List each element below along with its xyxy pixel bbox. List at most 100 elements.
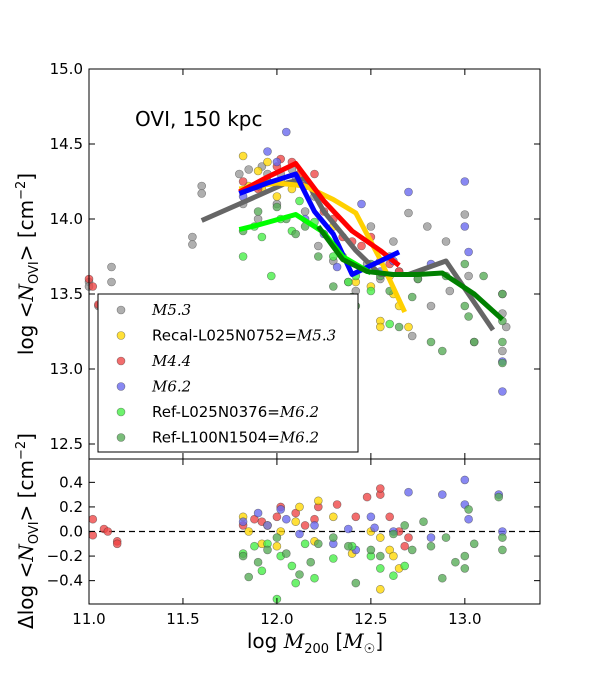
residual-point-ref376 <box>375 564 385 573</box>
residual-point-m44 <box>362 492 372 502</box>
data-point-ref1504 <box>328 282 338 291</box>
residual-point-ref376 <box>400 561 410 571</box>
residual-point-m62 <box>343 524 353 534</box>
data-point-m53 <box>426 301 436 311</box>
residual-point-ref376 <box>287 561 297 571</box>
legend-entry-ref376: Ref-L025N0376=M6.2 <box>116 403 319 421</box>
data-point-m44 <box>357 241 366 251</box>
data-point-ref1504 <box>407 292 417 302</box>
residual-point-recal <box>385 545 395 555</box>
residual-point-m62 <box>310 521 319 530</box>
residual-point-ref376 <box>328 554 338 563</box>
legend-marker-m44 <box>116 356 126 366</box>
data-point-ref376 <box>238 252 248 261</box>
median-line-m62 <box>238 171 401 277</box>
residual-points-m62 <box>238 475 507 555</box>
residual-point-ref376 <box>389 571 398 581</box>
data-point-ref376 <box>385 319 395 329</box>
legend-label-math: M4.4 <box>151 352 191 370</box>
residual-point-ref1504 <box>469 539 479 549</box>
legend-marker-recal <box>116 331 126 340</box>
data-point-ref376 <box>328 252 338 261</box>
data-point-m53 <box>422 222 432 231</box>
bottom-panel: −0.4 −0.2 0.0 0.2 0.4 11.0 11.5 12.0 12.5 13.0 Δl… <box>14 433 541 657</box>
legend-entry-ref1504: Ref-L100N1504=M6.2 <box>116 429 319 447</box>
data-point-ref1504 <box>394 322 404 332</box>
residual-point-ref1504 <box>238 551 248 561</box>
median-line-m44 <box>238 161 401 268</box>
y-tick-label: 12.5 <box>50 435 83 453</box>
data-point-ref1504 <box>464 312 473 321</box>
data-point-ref1504 <box>498 289 507 299</box>
residual-point-m44 <box>272 512 282 522</box>
legend-entry-m53: M5.3 <box>116 301 191 319</box>
residual-points-ref1504 <box>238 492 507 588</box>
residual-point-m62 <box>426 533 436 542</box>
legend-label-math: M6.2 <box>279 429 319 447</box>
residual-point-ref1504 <box>389 529 398 539</box>
legend-entry-m62: M6.2 <box>116 378 191 396</box>
legend-label-m62: M6.2 <box>151 378 191 396</box>
residual-point-m62 <box>404 487 413 497</box>
data-point-m62 <box>498 387 507 396</box>
bottom-ylabel: Δlog <NOVI> [cm−2] <box>14 433 42 629</box>
data-point-ref1504 <box>498 358 507 368</box>
data-point-ref1504 <box>291 229 301 239</box>
data-point-m53 <box>300 207 310 216</box>
legend-box <box>97 293 359 453</box>
y-tick-label: 15.0 <box>50 60 83 78</box>
y-tick-label: 14.0 <box>50 210 83 228</box>
data-point-ref1504 <box>460 301 470 311</box>
data-point-m44 <box>238 177 248 186</box>
panel-annotation: OVI, 150 kpc <box>135 107 263 131</box>
legend-marker-m53 <box>116 305 126 315</box>
x-tick-label: 12.0 <box>260 610 293 628</box>
data-point-recal <box>253 166 263 176</box>
data-point-recal <box>404 322 413 332</box>
legend-label-math: M6.2 <box>151 378 191 396</box>
data-point-m53 <box>441 237 451 246</box>
data-point-recal <box>263 157 272 167</box>
data-point-m53 <box>188 232 197 242</box>
legend-label-text: Ref-L100N1504= <box>152 429 280 447</box>
legend-label-math: M5.3 <box>296 327 336 345</box>
data-point-recal <box>272 192 282 201</box>
data-point-ref1504 <box>479 271 488 281</box>
residual-point-m44 <box>112 539 122 549</box>
data-point-ref1504 <box>437 346 447 356</box>
residual-point-ref376 <box>257 566 267 576</box>
residual-point-ref1504 <box>244 572 253 582</box>
residual-point-ref376 <box>300 539 310 549</box>
data-point-m53 <box>407 331 417 341</box>
data-point-m53 <box>404 208 413 218</box>
data-point-m53 <box>107 262 116 272</box>
legend-label-text: Ref-L025N0376= <box>152 403 280 421</box>
data-point-m62 <box>460 177 470 186</box>
legend-label-ref1504: Ref-L100N1504=M6.2 <box>152 429 319 447</box>
residual-point-ref1504 <box>400 521 410 530</box>
legend-label-m53: M5.3 <box>151 301 191 319</box>
legend-label-recal: Recal-L025N0752=M5.3 <box>152 327 336 345</box>
residual-point-recal <box>375 533 385 542</box>
legend-entry-m44: M4.4 <box>116 352 191 370</box>
y-tick-label: −0.2 <box>47 547 83 565</box>
data-point-ref1504 <box>272 202 282 212</box>
residual-point-ref1504 <box>498 533 507 542</box>
residual-point-m62 <box>366 512 376 522</box>
median-line-ref1504 <box>316 225 505 322</box>
median-line-m53 <box>200 176 496 332</box>
x-tick-label: 13.0 <box>448 610 481 628</box>
residual-point-ref1504 <box>419 517 428 527</box>
data-point-m53 <box>107 277 116 287</box>
residual-point-m44 <box>88 514 98 524</box>
y-tick-label: 13.5 <box>50 285 83 303</box>
legend-marker-m62 <box>116 382 126 391</box>
y-tick-label: −0.4 <box>47 572 83 590</box>
data-point-m53 <box>197 181 206 191</box>
top-ylabel: log <NOVI> [cm−2] <box>14 173 42 355</box>
residual-point-recal <box>272 541 282 551</box>
residual-point-ref1504 <box>351 578 361 588</box>
residual-point-recal <box>375 584 385 594</box>
data-point-m53 <box>389 237 398 246</box>
